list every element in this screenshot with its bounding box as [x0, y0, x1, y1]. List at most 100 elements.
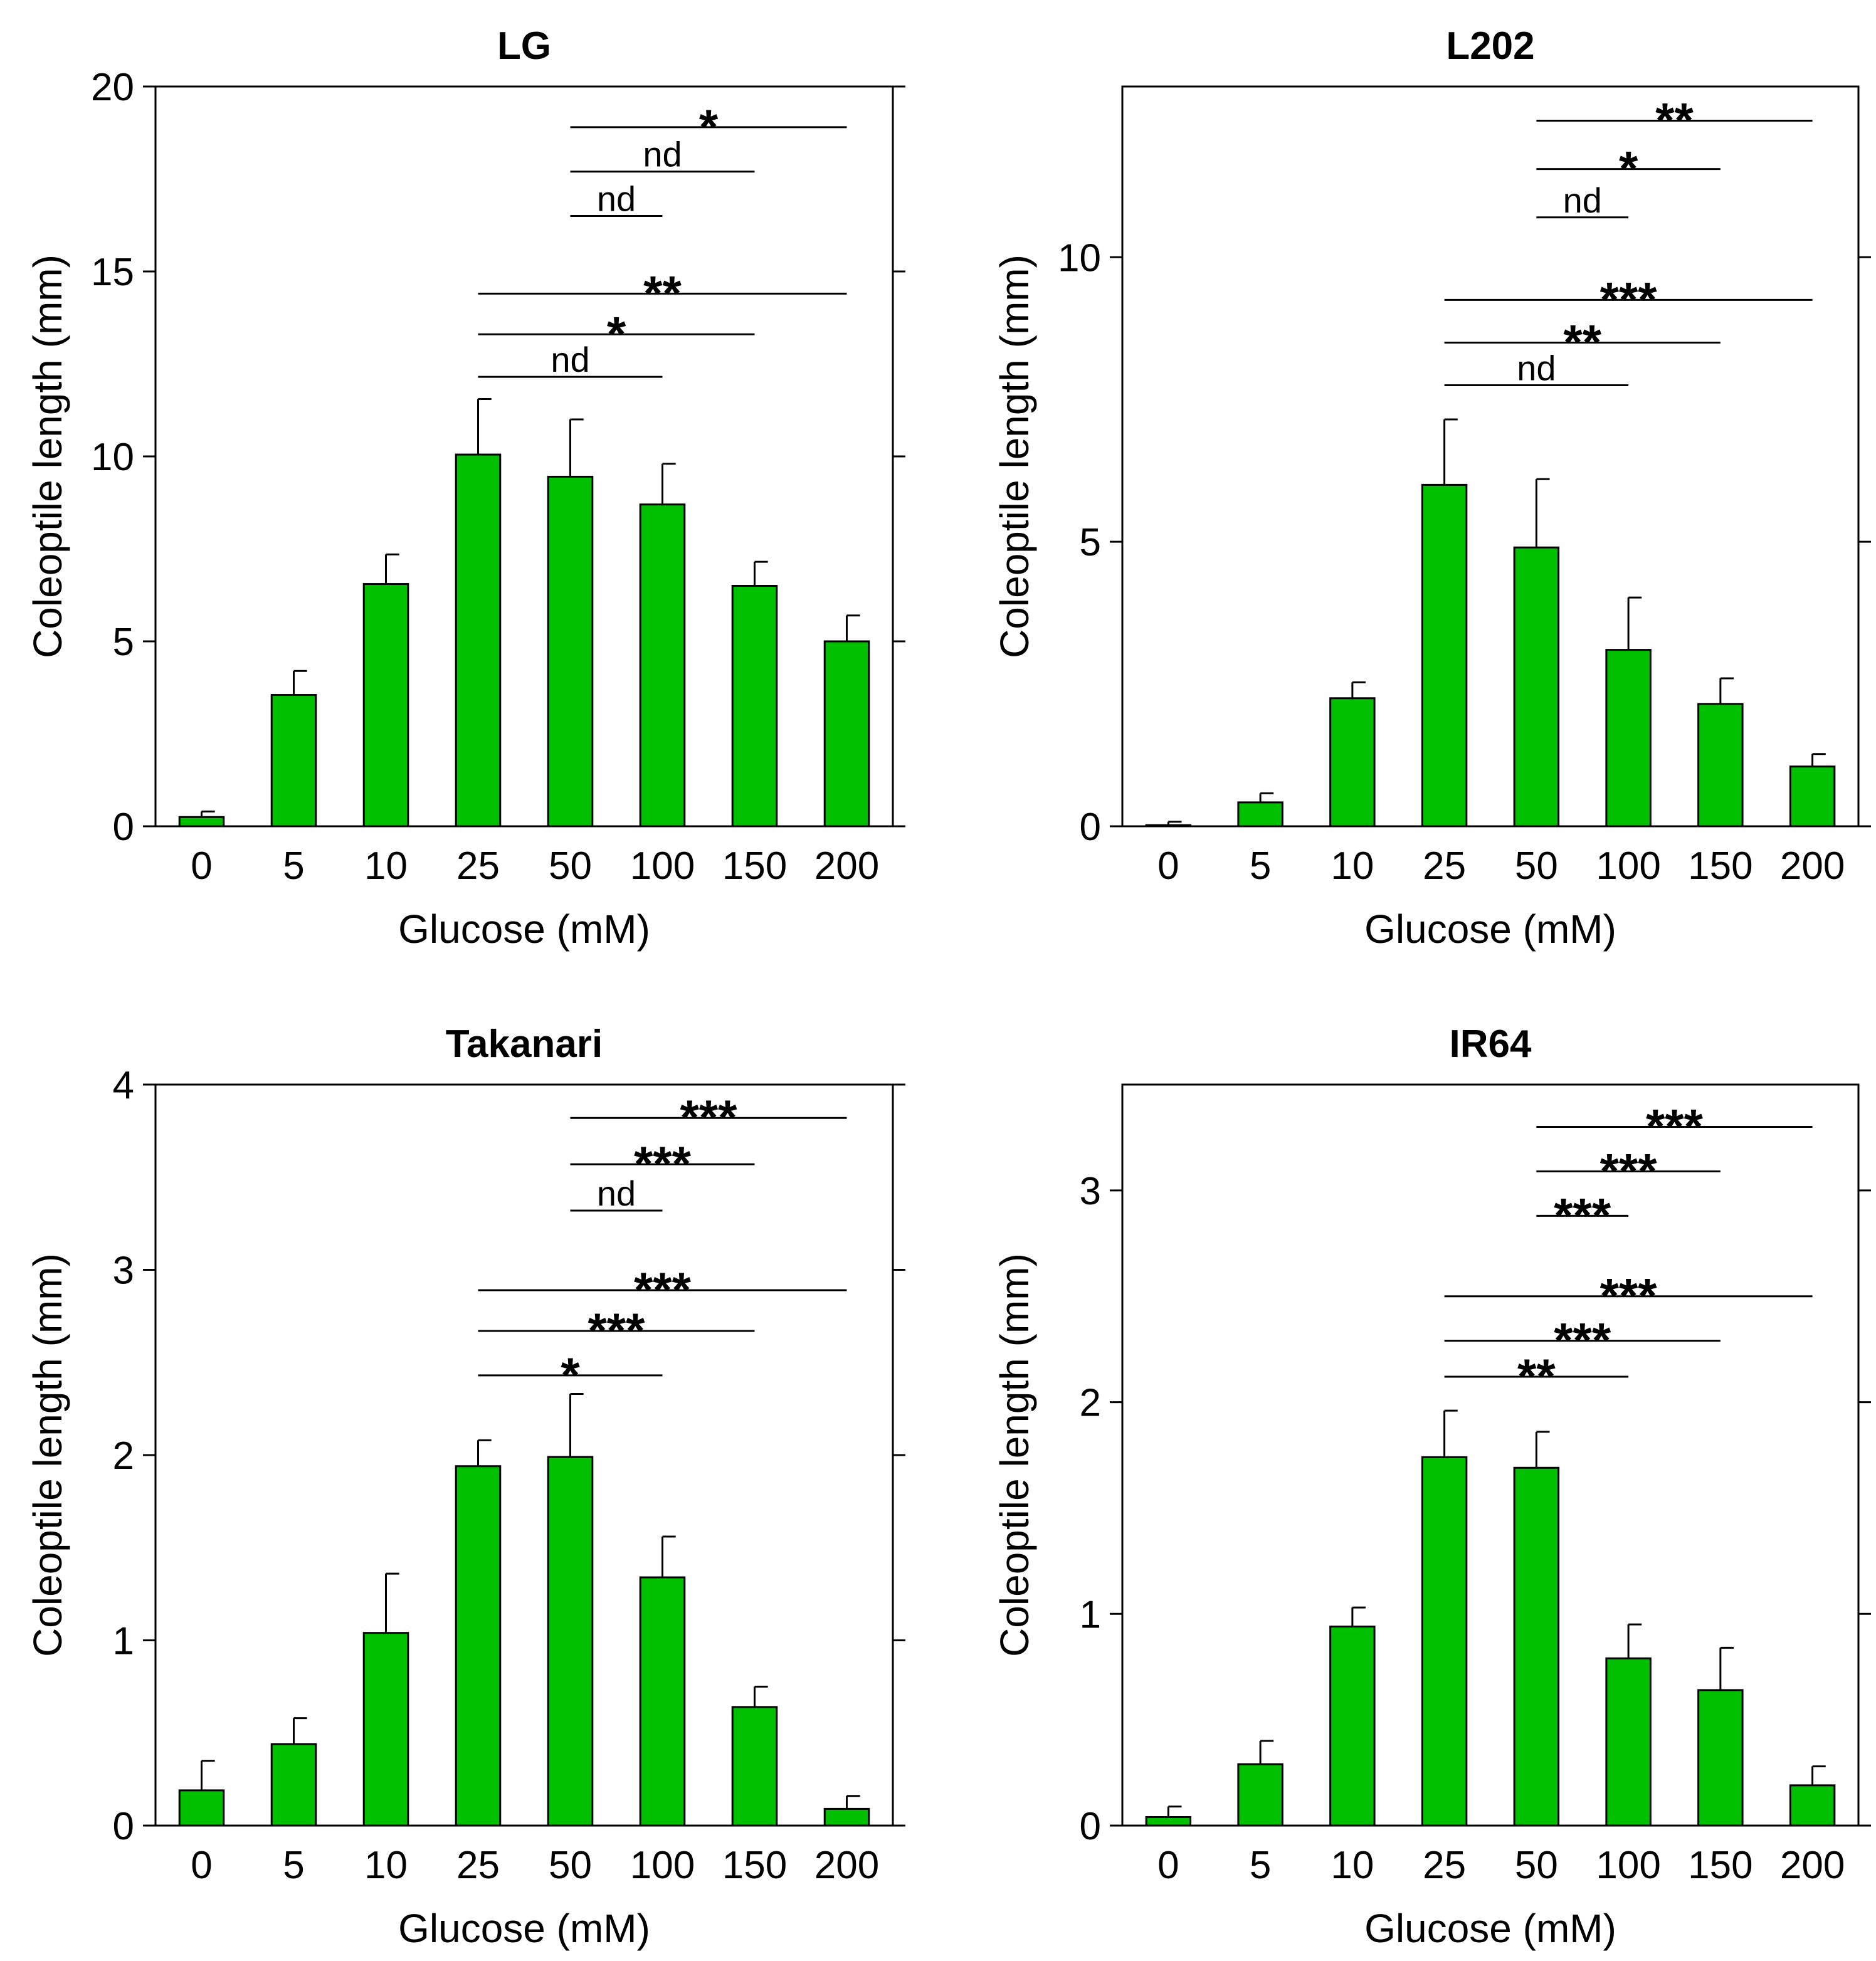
x-tick-label: 5 — [283, 844, 304, 888]
x-tick-label: 0 — [191, 844, 212, 888]
panel-l202: L202 0 5 10 Coleoptile length (mm) 0 5 10 25 50 10… — [992, 24, 1871, 952]
bar — [1237, 1763, 1283, 1827]
x-tick-label: 150 — [722, 844, 787, 888]
chart-title: IR64 — [1450, 1023, 1532, 1066]
bar — [1697, 1689, 1744, 1827]
bar — [1421, 483, 1468, 828]
bar — [823, 640, 870, 828]
significance-label: *** — [1600, 1268, 1658, 1323]
plot-frame — [1121, 85, 1860, 828]
x-tick-label: 150 — [722, 1844, 787, 1887]
plot-frame — [1121, 1083, 1860, 1827]
y-tick-label: 5 — [113, 621, 134, 664]
significance-label: ** — [1517, 1349, 1556, 1404]
bar — [178, 1789, 225, 1827]
y-tick-label: 10 — [1058, 236, 1101, 280]
x-tick-label: 200 — [814, 844, 879, 888]
x-tick-label: 25 — [456, 844, 500, 888]
x-axis-label: Glucose (mM) — [398, 1906, 650, 1951]
significance-label: ** — [1563, 314, 1601, 369]
significance-label: *** — [588, 1303, 645, 1358]
x-tick-label: 0 — [191, 1844, 212, 1887]
significance-label: nd — [1563, 181, 1602, 220]
y-tick-label: 5 — [1080, 521, 1101, 564]
bar — [731, 585, 778, 828]
chart-title: Takanari — [446, 1023, 603, 1066]
x-tick-label: 100 — [1596, 844, 1660, 888]
significance-label: ** — [1655, 92, 1694, 147]
significance-label: * — [1619, 141, 1638, 196]
plot-frame — [154, 1083, 894, 1827]
bar — [1605, 649, 1652, 828]
bar — [178, 816, 225, 828]
bar — [1421, 1456, 1468, 1827]
significance-label: * — [561, 1347, 580, 1402]
bar — [731, 1706, 778, 1827]
x-tick-label: 200 — [814, 1844, 879, 1887]
bar — [362, 583, 409, 828]
bar — [1329, 697, 1376, 828]
x-tick-label: 0 — [1157, 844, 1179, 888]
bar — [1789, 765, 1836, 828]
y-tick-label: 1 — [1080, 1593, 1101, 1636]
x-tick-label: 150 — [1688, 1844, 1752, 1887]
x-tick-label: 25 — [456, 1844, 500, 1887]
x-tick-label: 25 — [1423, 844, 1466, 888]
bar — [1329, 1626, 1376, 1827]
y-tick-label: 10 — [91, 436, 134, 479]
x-axis-label: Glucose (mM) — [398, 907, 650, 952]
significance-label: nd — [597, 1174, 636, 1213]
bar — [1145, 1816, 1192, 1827]
x-tick-label: 10 — [1331, 844, 1374, 888]
x-tick-label: 100 — [1596, 1844, 1660, 1887]
bar — [270, 694, 317, 828]
bar — [1513, 546, 1560, 828]
bar — [270, 1743, 317, 1827]
y-axis-label: Coleoptile length (mm) — [992, 1253, 1037, 1657]
bar — [1697, 703, 1744, 828]
bar — [1789, 1784, 1836, 1827]
significance-label: nd — [1517, 349, 1556, 388]
y-axis-label: Coleoptile length (mm) — [992, 255, 1037, 658]
bar — [639, 503, 686, 828]
x-tick-label: 10 — [364, 1844, 408, 1887]
bar — [547, 475, 594, 828]
x-tick-label: 0 — [1157, 1844, 1179, 1887]
y-tick-label: 0 — [1080, 806, 1101, 849]
x-tick-label: 200 — [1780, 844, 1845, 888]
significance-label: nd — [643, 135, 682, 174]
significance-label: *** — [680, 1090, 737, 1145]
y-tick-label: 3 — [113, 1249, 134, 1293]
significance-label: *** — [1600, 271, 1658, 327]
bar — [362, 1632, 409, 1827]
y-tick-label: 1 — [113, 1620, 134, 1663]
x-tick-label: 25 — [1423, 1844, 1466, 1887]
y-axis-label: Coleoptile length (mm) — [25, 255, 70, 658]
significance-label: * — [607, 306, 626, 361]
y-tick-label: 0 — [1080, 1805, 1101, 1848]
x-tick-label: 50 — [1515, 1844, 1558, 1887]
significance-label: * — [699, 99, 719, 154]
significance-label: *** — [1600, 1143, 1658, 1198]
x-tick-label: 200 — [1780, 1844, 1845, 1887]
bar — [1513, 1466, 1560, 1827]
x-tick-label: 10 — [364, 844, 408, 888]
bar — [823, 1807, 870, 1827]
y-tick-label: 2 — [1080, 1382, 1101, 1425]
y-tick-label: 0 — [113, 1805, 134, 1848]
x-tick-label: 5 — [1250, 1844, 1271, 1887]
bar — [639, 1576, 686, 1827]
x-tick-label: 50 — [1515, 844, 1558, 888]
chart-title: L202 — [1446, 24, 1534, 68]
chart-title: LG — [497, 24, 551, 68]
bar — [1605, 1657, 1652, 1827]
significance-label: *** — [1554, 1187, 1611, 1243]
panel-takanari: Takanari 0 1 2 3 4 Coleoptile length (mm) 0 5 10 2… — [25, 1023, 905, 1951]
panel-ir64: IR64 0 1 2 3 Coleoptile length (mm) 0 5 10 25 50 10… — [992, 1023, 1871, 1951]
bar — [455, 453, 502, 828]
plot-frame — [154, 85, 894, 828]
y-tick-label: 15 — [91, 251, 134, 294]
bar — [1145, 824, 1192, 828]
significance-label: nd — [551, 340, 589, 379]
